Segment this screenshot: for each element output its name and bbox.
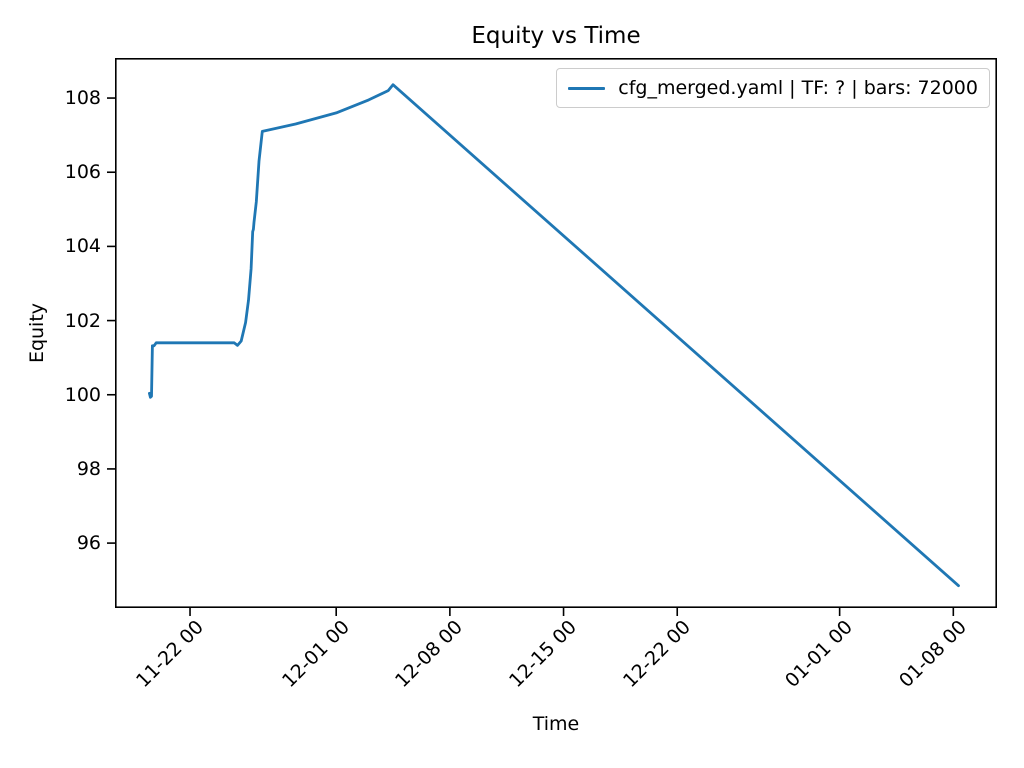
equity-line [148,83,960,588]
legend-line-sample [568,86,606,90]
x-axis-label: Time [532,713,580,735]
legend: cfg_merged.yaml | TF: ? | bars: 72000 [556,68,990,108]
x-tick-label: 11-22 00 [131,616,208,692]
axis-frame [115,58,998,609]
x-tick-label: 01-08 00 [894,616,971,692]
x-tick-label: 12-01 00 [277,616,354,692]
y-tick-label: 108 [64,87,101,110]
y-tick-label: 98 [76,457,101,480]
chart-title: Equity vs Time [471,23,641,49]
x-tick-label: 12-22 00 [618,616,695,692]
y-tick-label: 102 [64,309,101,332]
y-tick-label: 104 [64,235,101,258]
x-tick-label: 01-01 00 [781,616,858,692]
y-tick-label: 96 [76,532,101,555]
legend-label: cfg_merged.yaml | TF: ? | bars: 72000 [618,77,978,99]
y-tick-label: 106 [64,161,101,184]
y-tick-label: 100 [64,383,101,406]
x-tick-label: 12-08 00 [391,616,468,692]
x-tick-label: 12-15 00 [505,616,582,692]
plot-area [107,58,998,616]
